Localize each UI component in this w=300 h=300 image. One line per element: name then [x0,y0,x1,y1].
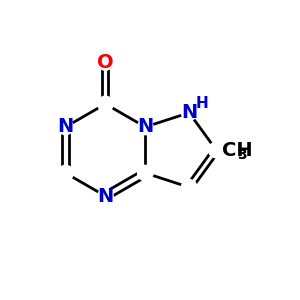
Circle shape [58,119,73,135]
Text: CH: CH [222,140,253,160]
Circle shape [58,165,73,181]
Circle shape [98,55,113,70]
Text: N: N [57,118,74,136]
Text: H: H [196,96,208,111]
Circle shape [98,96,113,112]
Circle shape [138,165,153,181]
Circle shape [98,188,113,204]
Circle shape [208,142,224,158]
Circle shape [182,105,197,121]
Circle shape [138,119,153,135]
Text: N: N [97,187,113,206]
Text: N: N [181,103,197,122]
Text: N: N [137,118,153,136]
Circle shape [182,179,197,195]
Text: 3: 3 [238,148,247,162]
Text: O: O [97,53,114,72]
